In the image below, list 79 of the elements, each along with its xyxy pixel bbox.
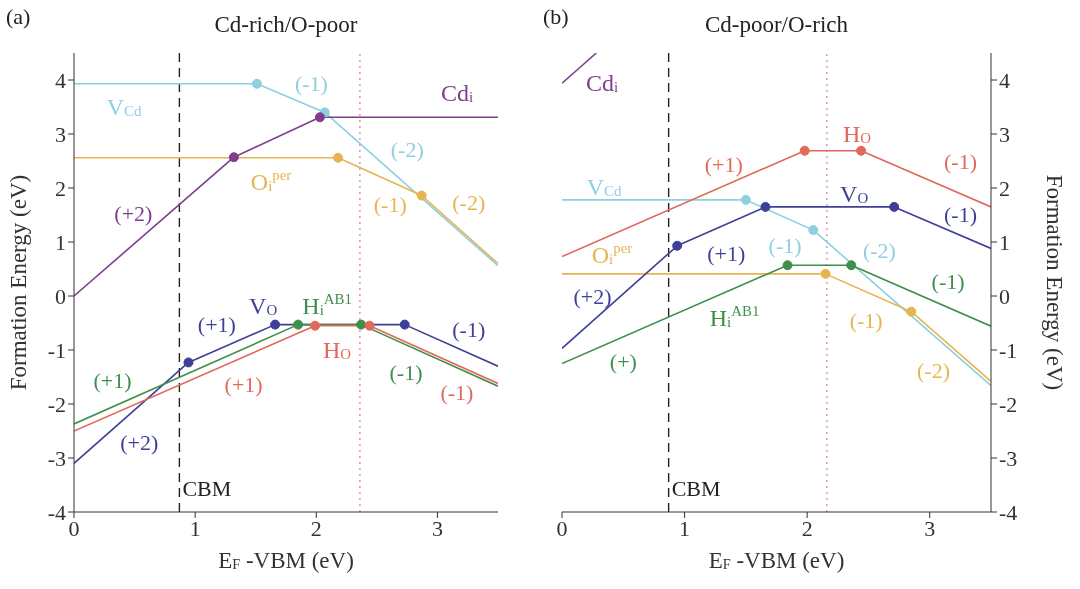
y-tick-label: 4 (999, 67, 1010, 93)
y-tick-label: 2 (999, 175, 1010, 201)
annotation: (+1) (704, 151, 743, 177)
point (333, 152, 344, 163)
annotation: (-1) (440, 379, 474, 405)
point (782, 260, 793, 271)
y-tick-label: -3 (47, 445, 66, 471)
y-tick-label: -3 (999, 445, 1018, 471)
y-tick-label: 2 (55, 175, 66, 201)
annotation: (-1) (389, 359, 423, 385)
annotation: (+1) (197, 311, 236, 337)
annotation: (+1) (707, 240, 746, 266)
y-tick-label: -2 (47, 391, 66, 417)
annotation: (-1) (768, 232, 802, 258)
x-tick-label: 1 (189, 515, 201, 541)
y-tick-label: 3 (55, 121, 66, 147)
annotation: (-1) (931, 268, 965, 294)
point (293, 319, 304, 330)
point (356, 319, 367, 330)
annotation: (+2) (120, 429, 159, 455)
y-tick-label: -1 (999, 337, 1018, 363)
chart-title: Cd-poor/O-rich (704, 12, 849, 37)
ref-line-label: CBM (671, 475, 721, 501)
annotation: (-1) (294, 70, 328, 96)
y-tick-label: -1 (47, 337, 66, 363)
y-tick-label: -4 (999, 499, 1018, 525)
point (760, 201, 771, 212)
annotation: (+1) (93, 367, 132, 393)
x-tick-label: 2 (801, 515, 813, 541)
point (183, 357, 194, 368)
annotation: (-1) (373, 191, 407, 217)
annotation: (+2) (573, 283, 612, 309)
x-tick-label: 2 (310, 515, 322, 541)
point (251, 78, 262, 89)
y-tick-label: 1 (999, 229, 1010, 255)
annotation: (-2) (452, 189, 486, 215)
point (364, 320, 375, 331)
point (399, 319, 410, 330)
point (906, 306, 917, 317)
y-tick-label: -4 (47, 499, 66, 525)
annotation: (-2) (390, 136, 424, 162)
point (416, 190, 427, 201)
x-tick-label: 1 (679, 515, 691, 541)
point (846, 260, 857, 271)
y-tick-label: -2 (999, 391, 1018, 417)
point (740, 194, 751, 205)
point (228, 152, 239, 163)
annotation: (-1) (944, 201, 978, 227)
text: (a) (6, 4, 31, 29)
annotation: (+) (609, 348, 637, 374)
annotation: (-1) (849, 307, 883, 333)
point (808, 225, 819, 236)
point (310, 320, 321, 331)
annotation: (-1) (452, 316, 486, 342)
annotation: (-1) (944, 148, 978, 174)
y-axis-title: Formation Energy (eV) (5, 174, 31, 391)
text: (b) (543, 4, 569, 29)
annotation: (+2) (114, 200, 153, 226)
annotation: (-2) (862, 237, 896, 263)
annotation: (+1) (224, 371, 263, 397)
chart-title: Cd-rich/O-poor (213, 12, 359, 38)
y-tick-label: 0 (999, 283, 1010, 309)
point (314, 112, 325, 123)
x-tick-label: 0 (556, 515, 568, 541)
ref-line-label: CBM (182, 475, 232, 501)
y-tick-label: 4 (55, 67, 66, 93)
point (672, 240, 683, 251)
y-tick-label: 3 (999, 121, 1010, 147)
x-tick-label: 3 (924, 515, 936, 541)
annotation: (-2) (917, 357, 951, 383)
x-tick-label: 3 (431, 515, 443, 541)
y-tick-label: 0 (55, 283, 66, 309)
point (799, 145, 810, 156)
point (820, 268, 831, 279)
y-axis-title: Formation Energy (eV) (1042, 174, 1068, 391)
point (270, 319, 281, 330)
point (889, 201, 900, 212)
point (856, 145, 867, 156)
y-tick-label: 1 (55, 229, 66, 255)
